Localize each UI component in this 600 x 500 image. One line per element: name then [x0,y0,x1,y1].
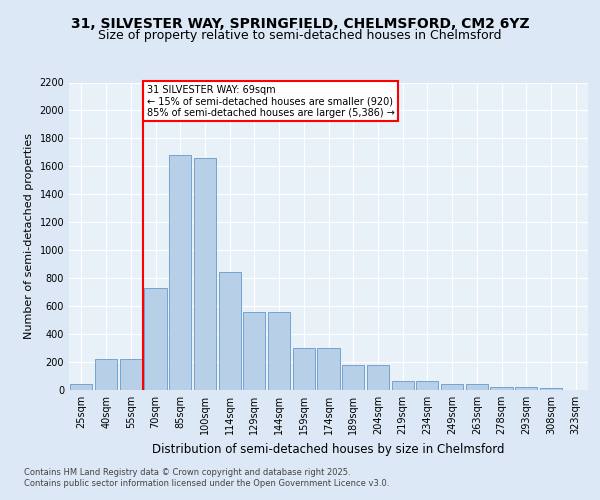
Text: Size of property relative to semi-detached houses in Chelmsford: Size of property relative to semi-detach… [98,30,502,43]
Bar [119,358,142,390]
Y-axis label: Number of semi-detached properties: Number of semi-detached properties [24,133,34,339]
Text: Contains HM Land Registry data © Crown copyright and database right 2025.: Contains HM Land Registry data © Crown c… [24,468,350,477]
Text: 31, SILVESTER WAY, SPRINGFIELD, CHELMSFORD, CM2 6YZ: 31, SILVESTER WAY, SPRINGFIELD, CHELMSFO… [71,16,529,30]
Bar [293,348,315,390]
Bar [490,386,512,390]
Bar [466,384,488,390]
Text: 31 SILVESTER WAY: 69sqm
← 15% of semi-detached houses are smaller (920)
85% of s: 31 SILVESTER WAY: 69sqm ← 15% of semi-de… [147,84,395,118]
Text: Contains public sector information licensed under the Open Government Licence v3: Contains public sector information licen… [24,479,389,488]
Bar [218,272,241,390]
Bar [145,288,167,390]
Bar [367,365,389,390]
Bar [342,365,364,390]
Bar [515,386,538,390]
Bar [268,312,290,390]
Bar [392,381,414,390]
Bar [194,158,216,390]
Bar [95,358,117,390]
Bar [416,381,439,390]
Bar [70,384,92,390]
X-axis label: Distribution of semi-detached houses by size in Chelmsford: Distribution of semi-detached houses by … [152,442,505,456]
Bar [441,384,463,390]
Bar [169,155,191,390]
Bar [243,312,265,390]
Bar [540,388,562,390]
Bar [317,348,340,390]
